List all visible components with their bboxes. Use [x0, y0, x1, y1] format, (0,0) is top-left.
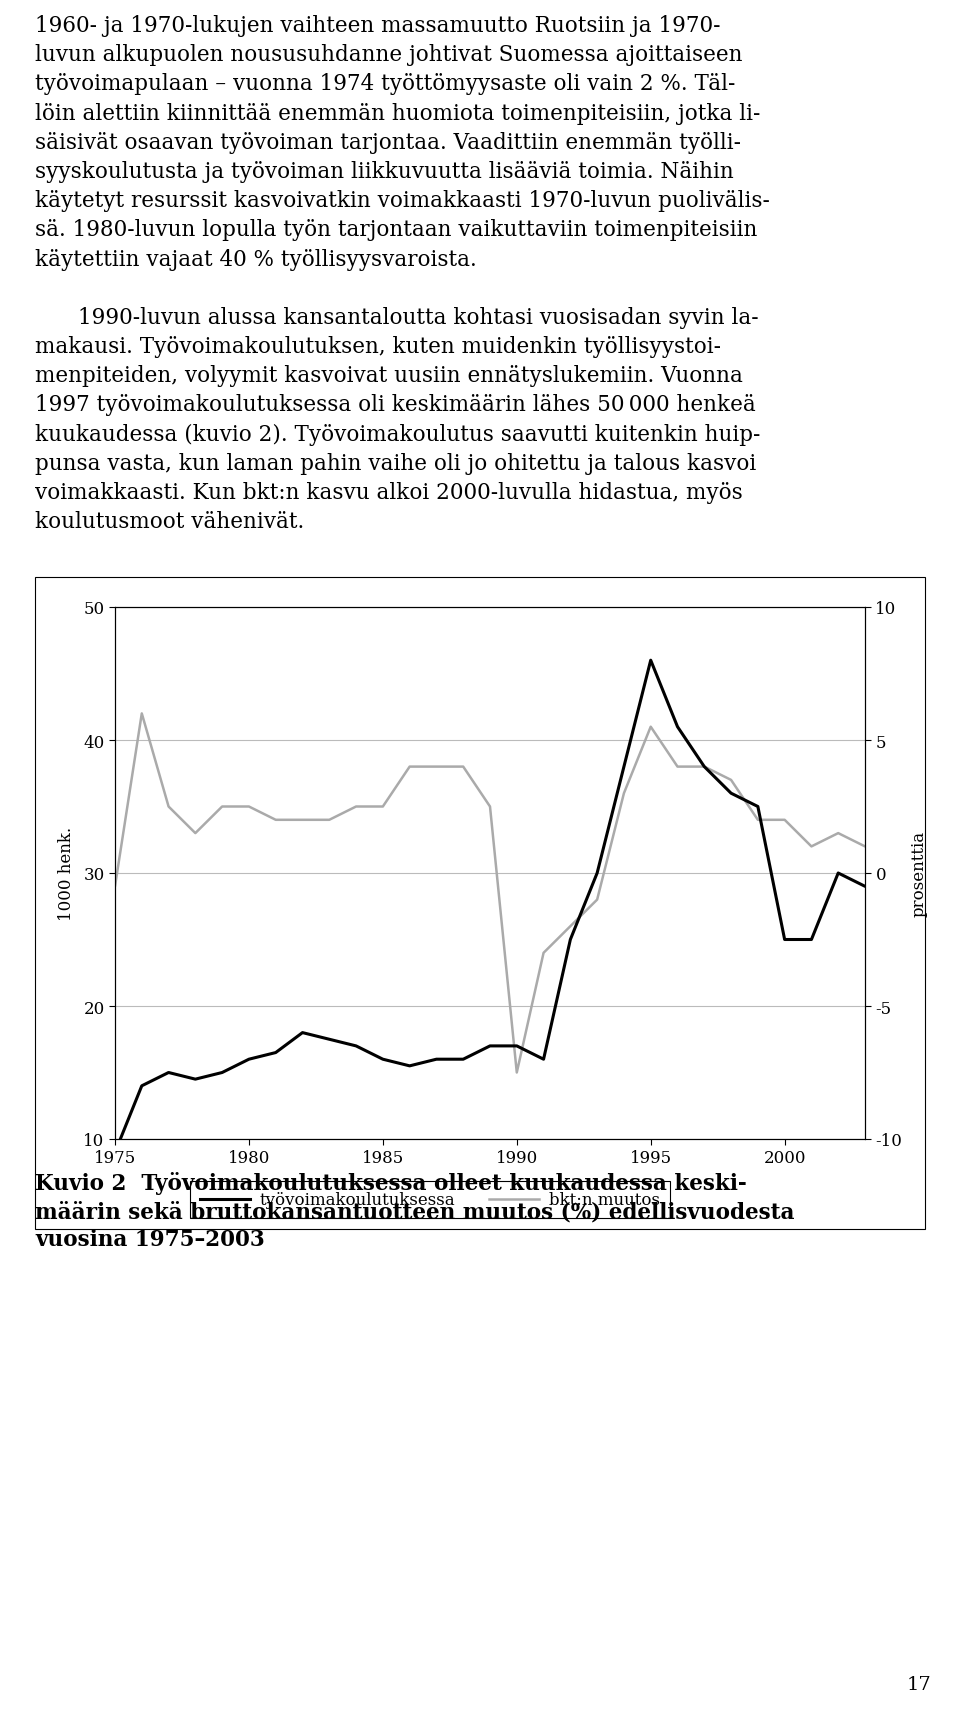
Text: makausi. Työvoimakoulutuksen, kuten muidenkin työllisyystoi-: makausi. Työvoimakoulutuksen, kuten muid…	[35, 336, 721, 358]
Text: työvoimapulaan – vuonna 1974 työttömyysaste oli vain 2 %. Täl-: työvoimapulaan – vuonna 1974 työttömyysa…	[35, 74, 735, 96]
Text: sä. 1980-luvun lopulla työn tarjontaan vaikuttaviin toimenpiteisiin: sä. 1980-luvun lopulla työn tarjontaan v…	[35, 219, 757, 242]
Y-axis label: 1000 henk.: 1000 henk.	[58, 826, 75, 920]
Y-axis label: prosenttia: prosenttia	[911, 831, 927, 917]
Text: luvun alkupuolen noususuhdanne johtivat Suomessa ajoittaiseen: luvun alkupuolen noususuhdanne johtivat …	[35, 45, 742, 67]
Text: kuukaudessa (kuvio 2). Työvoimakoulutus saavutti kuitenkin huip-: kuukaudessa (kuvio 2). Työvoimakoulutus …	[35, 423, 760, 446]
Text: voimakkaasti. Kun bkt:n kasvu alkoi 2000-luvulla hidastua, myös: voimakkaasti. Kun bkt:n kasvu alkoi 2000…	[35, 482, 743, 504]
Text: Kuvio 2  Työvoimakoulutuksessa olleet kuukaudessa keski-
määrin sekä bruttokansa: Kuvio 2 Työvoimakoulutuksessa olleet kuu…	[35, 1171, 795, 1251]
Text: koulutusmoot vähenivät.: koulutusmoot vähenivät.	[35, 511, 304, 533]
Text: 1960- ja 1970-lukujen vaihteen massamuutto Ruotsiin ja 1970-: 1960- ja 1970-lukujen vaihteen massamuut…	[35, 15, 721, 38]
Text: 1990-luvun alussa kansantaloutta kohtasi vuosisadan syvin la-: 1990-luvun alussa kansantaloutta kohtasi…	[35, 307, 758, 329]
Text: 17: 17	[906, 1675, 931, 1693]
Text: käytetyt resurssit kasvoivatkin voimakkaasti 1970-luvun puolivälis-: käytetyt resurssit kasvoivatkin voimakka…	[35, 190, 770, 213]
Text: säisivät osaavan työvoiman tarjontaa. Vaadittiin enemmän työlli-: säisivät osaavan työvoiman tarjontaa. Va…	[35, 132, 741, 154]
Text: punsa vasta, kun laman pahin vaihe oli jo ohitettu ja talous kasvoi: punsa vasta, kun laman pahin vaihe oli j…	[35, 452, 756, 475]
Text: menpiteiden, volyymit kasvoivat uusiin ennätyslukemiin. Vuonna: menpiteiden, volyymit kasvoivat uusiin e…	[35, 365, 743, 387]
Text: syyskoulutusta ja työvoiman liikkuvuutta lisääviä toimia. Näihin: syyskoulutusta ja työvoiman liikkuvuutta…	[35, 161, 733, 183]
Text: käytettiin vajaat 40 % työllisyysvaroista.: käytettiin vajaat 40 % työllisyysvaroist…	[35, 249, 477, 271]
Text: 1997 työvoimakoulutuksessa oli keskimäärin lähes 50 000 henkeä: 1997 työvoimakoulutuksessa oli keskimäär…	[35, 394, 756, 417]
Legend: työvoimakoulutuksessa, bkt:n muutos: työvoimakoulutuksessa, bkt:n muutos	[190, 1181, 670, 1219]
Text: löin alettiin kiinnittää enemmän huomiota toimenpiteisiin, jotka li-: löin alettiin kiinnittää enemmän huomiot…	[35, 103, 760, 125]
